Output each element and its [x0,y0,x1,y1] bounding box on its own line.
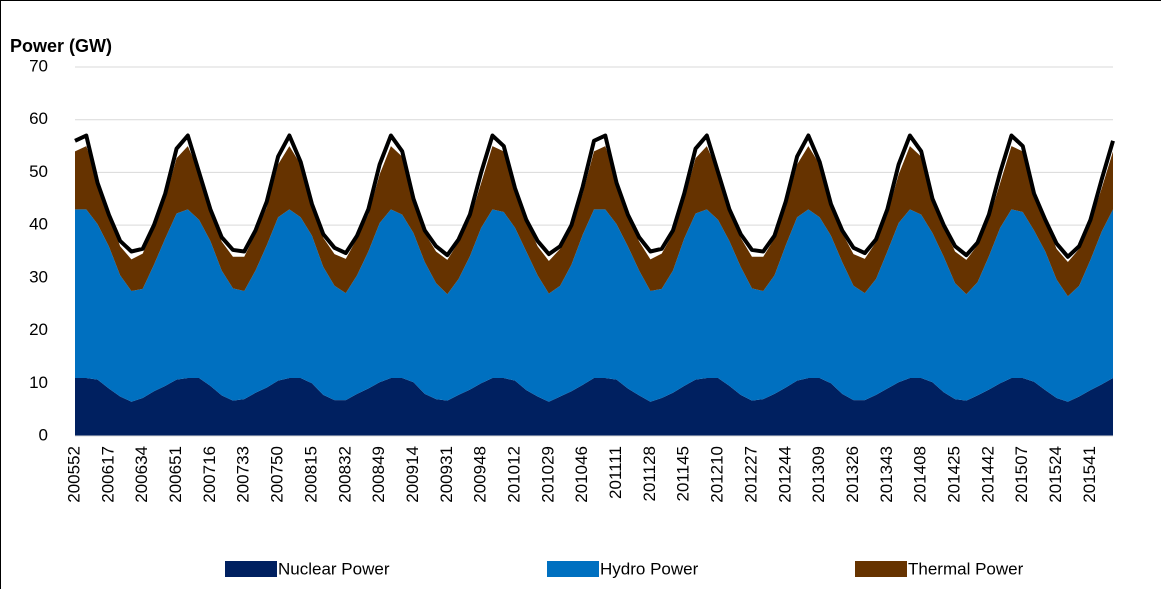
x-tick-label: 200750 [268,446,287,503]
x-tick-label: 200733 [234,446,253,503]
x-tick-label: 200634 [132,446,151,503]
y-tick-label: 20 [29,320,48,339]
area [75,146,1113,297]
x-tick-label: 200931 [437,446,456,503]
x-tick-label: 200617 [98,446,117,503]
x-tick-label: 201012 [505,446,524,503]
x-tick-label: 200832 [335,446,354,503]
y-tick-label: 10 [29,373,48,392]
x-tick-label: 201326 [843,446,862,503]
x-tick-label: 201210 [708,446,727,503]
x-tick-label: 201046 [572,446,591,503]
y-tick-label: 60 [29,109,48,128]
x-tick-label: 200849 [369,446,388,503]
y-tick-label: 30 [29,267,48,286]
x-tick-label: 200716 [200,446,219,503]
y-tick-label: 0 [39,425,48,444]
x-tick-label: 200552 [64,446,83,503]
legend-label: Nuclear Power [278,559,390,578]
x-tick-label: 201111 [606,446,625,499]
x-tick-label: 201343 [877,446,896,503]
y-tick-label: 40 [29,215,48,234]
x-tick-label: 200914 [403,446,422,503]
x-tick-label: 201524 [1046,446,1065,503]
area [75,209,1113,402]
x-tick-label: 201029 [538,446,557,503]
x-tick-label: 201227 [741,446,760,503]
legend-swatch [547,561,599,577]
y-tick-label: 70 [29,56,48,75]
x-tick-label: 201425 [945,446,964,503]
legend-label: Thermal Power [908,559,1024,578]
x-tick-label: 201309 [809,446,828,503]
x-tick-label: 201244 [775,446,794,503]
x-tick-label: 201507 [1012,446,1031,503]
x-tick-label: 201408 [911,446,930,503]
x-tick-label: 201128 [640,446,659,501]
legend-swatch [225,561,277,577]
area [75,378,1113,436]
y-axis-label: Power (GW) [10,36,112,56]
x-tick-label: 200815 [301,446,320,503]
x-tick-label: 201145 [674,446,693,501]
legend-swatch [855,561,907,577]
x-tick-label: 201541 [1080,446,1099,503]
legend-label: Hydro Power [600,559,699,578]
x-tick-label: 201442 [978,446,997,503]
y-tick-label: 50 [29,162,48,181]
x-tick-label: 200651 [166,446,185,503]
x-tick-label: 200948 [471,446,490,503]
total-line [74,133,1115,259]
